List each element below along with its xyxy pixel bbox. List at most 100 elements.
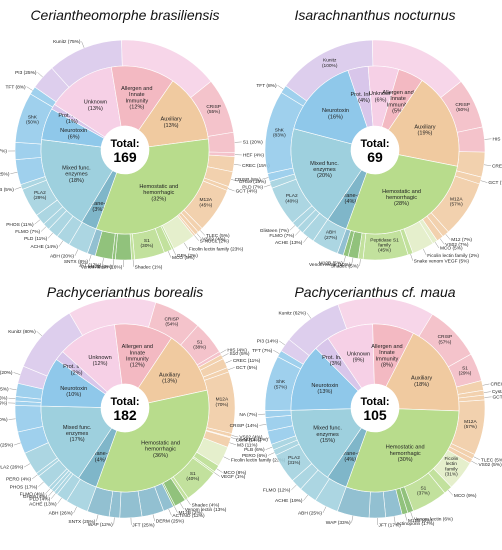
ring-label: Kunitz (62%) (278, 310, 306, 316)
leader-line (471, 460, 478, 465)
ring-label: Shadec (5%) (331, 264, 359, 270)
leader-line (8, 397, 16, 399)
ring-label: ABH (26%) (49, 511, 73, 517)
ring-label: CREC (25%) (492, 163, 502, 169)
ring-label: CRISP (14%) (230, 423, 259, 429)
ring-label: TFT (8%) (256, 83, 277, 89)
leader-line (227, 188, 235, 192)
leader-line (168, 251, 172, 258)
ring-label: GHS6 (15%) (239, 179, 267, 185)
ring-label: CRISP (50%) (455, 102, 470, 113)
leader-line (351, 515, 354, 523)
ring-label: GHS6 (4%) (23, 494, 48, 500)
ring-label: Kunitz (75%) (53, 39, 81, 45)
ring-label: TLEC (5%) (206, 233, 230, 239)
ring-label: ACHE (13%) (275, 240, 303, 246)
ring-label: Actinoporin (17%) (396, 521, 435, 527)
category-label: Unknown (9%) (347, 351, 370, 363)
leader-line (234, 164, 242, 166)
chart-title: Pachycerianthus cf. maua (294, 284, 455, 300)
leader-line (112, 259, 114, 267)
sunburst-chart-1: Ceriantheomorphe brasiliensis ABH (20%) AC… (0, 7, 270, 271)
leader-line (279, 340, 285, 346)
category-label: Prot. Inhib. (3%) (322, 355, 349, 367)
total-value: 182 (113, 407, 137, 423)
leader-line (343, 255, 346, 263)
leader-line (40, 226, 47, 232)
leader-line (229, 442, 237, 446)
category-label: Prot. Inhib. (4%) (350, 92, 377, 104)
ring-label: ACTINO (12%) (172, 513, 205, 519)
total-label: Total: (110, 396, 139, 408)
ring-label: M12B (6%) (408, 518, 432, 524)
category-segment-mixed-func-enzymes (40, 405, 113, 479)
category-label: Hemostatic and hemorrhagic (28%) (382, 189, 421, 207)
leader-line (102, 257, 104, 265)
ring-label: ACHE (14%) (30, 244, 58, 250)
center-circle (101, 384, 149, 432)
leader-line (483, 164, 491, 166)
category-label: Hemostatic and hemorrhagic (36%) (141, 440, 180, 458)
leader-line (273, 350, 280, 354)
leader-line (13, 442, 21, 446)
ring-label: PLD (7%) (242, 185, 263, 191)
category-segment-hemostatic-and-hemorrhagic (345, 154, 458, 235)
leader-line (410, 511, 414, 519)
ring-label: Cystatin (5%) (492, 389, 502, 395)
ring-label: Venom lectin (10%) (309, 262, 351, 268)
leader-line (194, 235, 199, 241)
sunburst-chart-3: Pachycerianthus borealis ABH (26%) ACHE (1… (0, 284, 286, 528)
leader-line (423, 248, 427, 256)
leader-line (37, 72, 43, 78)
ring-label: VS02 (7%) (445, 242, 469, 248)
leader-line (48, 490, 54, 497)
total-value: 105 (363, 407, 387, 423)
leader-line (81, 41, 85, 48)
sunburst-chart-4: Pachycerianthus cf. maua ABH (25%) ACHE (1… (230, 284, 502, 529)
leader-line (259, 424, 267, 426)
leader-line (51, 493, 56, 499)
ring-label: Ficolin lectin family (23%) (231, 457, 286, 463)
leader-line (322, 506, 327, 513)
ring-label: Glisteen (7%) (260, 228, 289, 234)
leader-line (183, 242, 188, 249)
leader-line (231, 435, 239, 438)
ring-label: MCO (9%) (454, 493, 477, 499)
ring-label: SNTX (8%) (64, 259, 89, 265)
leader-line (262, 437, 270, 440)
ring-label: PI3 (25%) (15, 70, 37, 76)
category-label: Hemostatic and hemorrhagic (32%) (139, 184, 178, 202)
chart-title: Pachycerianthus borealis (47, 284, 203, 300)
category-segment-hemostatic-and-hemorrhagic (95, 138, 210, 235)
leader-line (351, 257, 354, 265)
ring-label: Cono (25%) (0, 443, 13, 449)
ring-label: Neur02 (5%) (0, 396, 8, 402)
leader-line (473, 456, 481, 460)
category-label: Allergen and Innate Immunity (12%) (122, 344, 153, 369)
leader-line (172, 248, 177, 256)
ring-segment-jft (368, 491, 387, 519)
leader-line (261, 177, 269, 180)
ring-label: Shadec (1%) (135, 264, 163, 270)
leader-line (168, 508, 172, 516)
category-label: Neurotoxin (6%) (60, 128, 87, 140)
total-value: 169 (113, 149, 137, 165)
ring-label: FLMO (7%) (269, 233, 294, 239)
ring-label: CREC (11%) (233, 358, 261, 364)
ring-label: Cono (25%) (0, 171, 10, 177)
ring-label: PERO (6%) (242, 453, 267, 459)
category-label: Prot. Inhib. (2%) (63, 364, 90, 376)
leader-line (359, 259, 361, 267)
category-label: Unknown (13%) (84, 100, 107, 112)
ring-label: JFT (17%) (379, 523, 402, 529)
leader-line (263, 184, 271, 188)
ring-label: Venom lectin (16%) (81, 265, 123, 271)
ring-label: M12B (2%) (178, 510, 202, 516)
ring-label: Snake venom VEGF (5%) (414, 258, 470, 264)
ring-label: TLEC (5%) (481, 457, 502, 463)
ring-label: JFT (17%) (79, 262, 102, 268)
ring-label: WAP (12%) (88, 522, 113, 528)
category-label: Mixed func. enzymes (20%) (310, 161, 339, 179)
ring-label: CREC (10%) (490, 382, 502, 388)
